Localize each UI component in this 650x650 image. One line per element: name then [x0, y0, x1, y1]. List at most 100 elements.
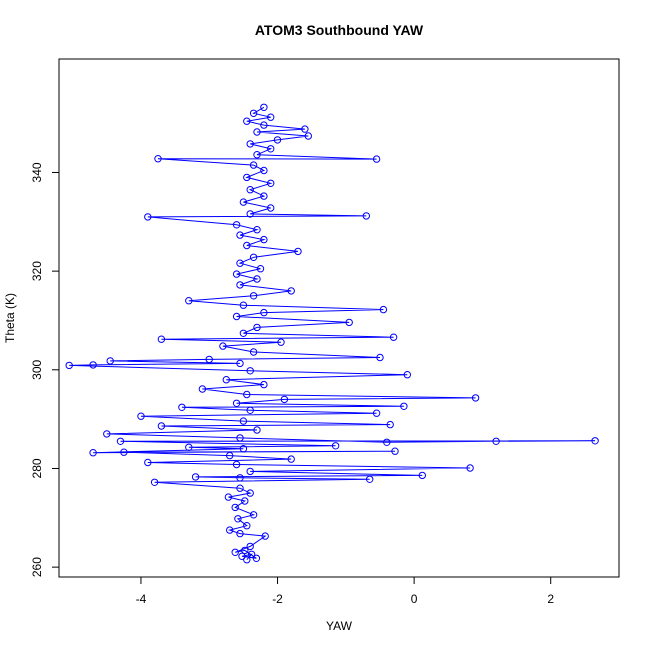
data-point	[471, 394, 480, 402]
data-point	[253, 151, 261, 159]
data-point	[144, 213, 152, 221]
data-point	[236, 359, 244, 368]
data-point	[232, 312, 241, 321]
data-point	[253, 275, 261, 283]
data-point	[243, 241, 251, 250]
data-point	[198, 385, 207, 393]
data-point	[253, 323, 261, 332]
y-tick-label: 300	[30, 359, 44, 379]
data-point	[236, 231, 244, 239]
data-point	[191, 473, 200, 481]
y-axis: 260 280 300 320 340	[30, 162, 60, 577]
data-point	[372, 155, 381, 163]
data-point	[260, 192, 268, 200]
data-point	[232, 399, 241, 407]
data-point	[345, 318, 353, 327]
data-point	[246, 489, 254, 497]
data-point	[243, 556, 251, 564]
data-point	[232, 460, 241, 469]
data-point	[260, 166, 268, 175]
data-point	[246, 367, 254, 375]
data-point	[236, 281, 244, 289]
data-point	[246, 406, 254, 414]
series-line	[69, 106, 596, 561]
data-point	[234, 515, 242, 523]
data-point	[249, 292, 258, 300]
data-point	[267, 204, 275, 212]
data-point	[249, 253, 258, 261]
series-layer	[65, 103, 599, 564]
data-point	[236, 259, 244, 267]
data-point	[253, 128, 261, 136]
data-point	[260, 121, 268, 129]
y-tick-label: 280	[30, 458, 44, 478]
data-point	[260, 308, 268, 317]
data-point	[103, 430, 111, 438]
data-point	[246, 542, 254, 551]
data-point	[120, 448, 128, 456]
data-point	[260, 235, 268, 244]
data-point	[137, 412, 145, 420]
data-point	[205, 355, 213, 364]
y-axis-label: Theta (K)	[3, 293, 17, 343]
y-tick-label: 260	[30, 557, 44, 577]
data-point	[591, 437, 599, 445]
x-axis: -4 -2 0 2	[136, 576, 554, 606]
data-point	[154, 155, 162, 163]
data-point	[304, 132, 312, 140]
data-point	[376, 353, 384, 362]
data-point	[185, 443, 193, 451]
data-point	[157, 335, 166, 343]
data-point	[252, 554, 261, 562]
data-point	[150, 478, 159, 486]
data-point	[362, 212, 370, 220]
data-point	[243, 522, 251, 530]
data-point	[238, 552, 246, 560]
data-point	[89, 449, 97, 457]
data-point	[243, 117, 251, 125]
data-point	[232, 270, 241, 278]
data-point	[389, 333, 398, 341]
data-point	[178, 403, 186, 411]
data-point	[280, 395, 289, 404]
data-point	[106, 357, 114, 365]
data-point	[144, 458, 152, 467]
data-point	[236, 474, 244, 482]
data-point	[157, 422, 166, 430]
data-point	[273, 136, 282, 144]
data-point	[383, 438, 391, 446]
data-point	[224, 493, 233, 501]
data-point	[226, 526, 234, 534]
x-axis-label: YAW	[326, 619, 353, 633]
data-point	[294, 247, 302, 256]
x-tick-label: 2	[547, 592, 554, 606]
data-point	[287, 287, 295, 295]
data-point	[301, 125, 309, 133]
data-point	[403, 371, 411, 379]
data-point	[219, 342, 227, 350]
y-tick-label: 340	[30, 162, 44, 182]
data-point	[236, 434, 244, 442]
data-point	[241, 546, 249, 555]
x-tick-label: -2	[272, 592, 283, 606]
data-point	[386, 420, 394, 429]
data-point	[253, 226, 261, 234]
data-point	[249, 511, 258, 519]
data-point	[260, 380, 268, 389]
data-point	[239, 445, 248, 453]
data-point	[239, 301, 248, 309]
data-point	[277, 338, 285, 346]
data-point	[247, 550, 256, 558]
data-point	[379, 305, 388, 314]
data-point	[418, 471, 426, 480]
data-point	[241, 497, 249, 505]
data-point	[246, 210, 254, 218]
data-point	[236, 484, 244, 492]
data-point	[231, 548, 239, 556]
data-point	[391, 447, 399, 455]
data-point	[287, 455, 295, 463]
data-point	[249, 109, 258, 118]
data-point	[249, 348, 258, 356]
data-point	[400, 402, 408, 410]
data-point	[267, 113, 275, 121]
